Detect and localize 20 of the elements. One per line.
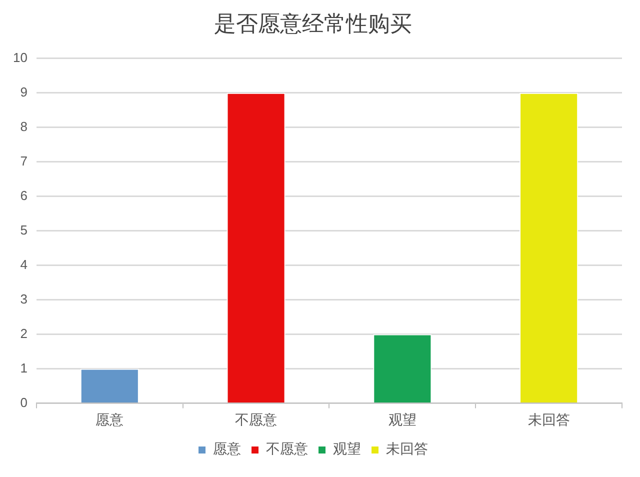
y-tick-label: 10 — [12, 50, 28, 65]
x-tick-label: 未回答 — [528, 412, 570, 428]
legend-label: 观望 — [333, 442, 361, 458]
y-tick-label: 2 — [20, 326, 28, 341]
y-tick-label: 9 — [20, 84, 28, 100]
legend-label: 不愿意 — [266, 442, 308, 458]
y-tick-label: 4 — [20, 256, 28, 272]
x-tick-label: 不愿意 — [235, 412, 278, 428]
y-tick-label: 5 — [20, 222, 28, 238]
y-tick-label: 3 — [20, 291, 28, 306]
x-tick-label: 愿意 — [96, 412, 124, 428]
y-tick-label: 8 — [20, 118, 28, 134]
y-tick-label: 6 — [20, 188, 28, 203]
y-tick-label: 0 — [20, 394, 28, 410]
y-tick-label: 7 — [20, 153, 28, 168]
x-tick-label: 观望 — [388, 412, 416, 428]
y-tick-label: 1 — [20, 360, 28, 376]
legend-label: 愿意 — [213, 442, 241, 458]
legend-label: 未回答 — [386, 442, 428, 458]
chart-title: 是否愿意经常性购买 — [214, 10, 412, 36]
